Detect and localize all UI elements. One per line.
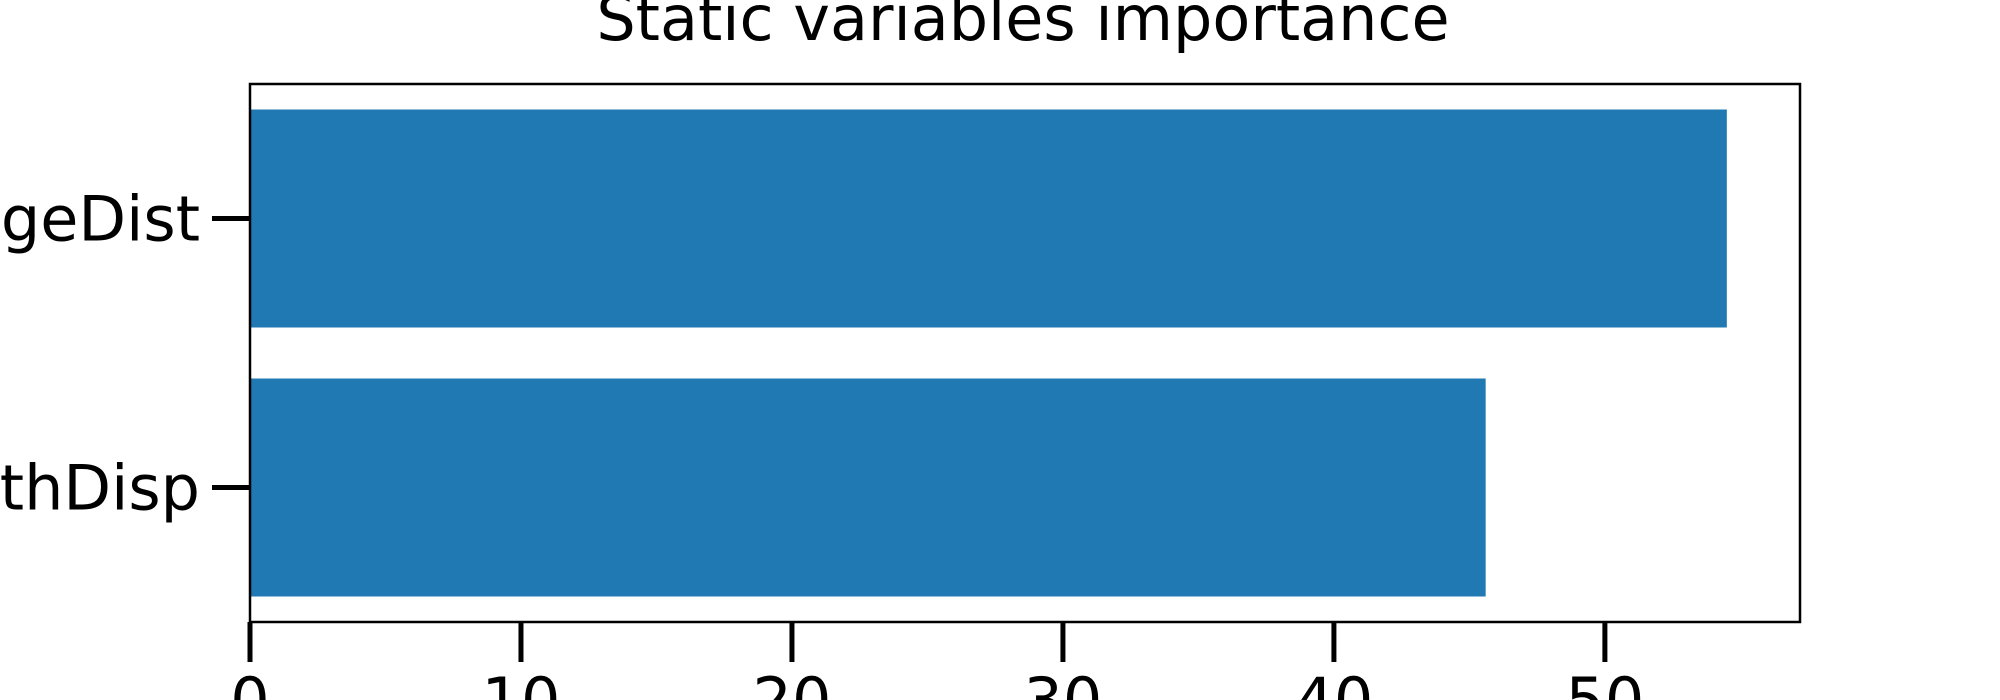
y-tick-label-thDisp: thDisp	[0, 452, 200, 525]
bar-thDisp	[250, 379, 1486, 597]
x-tick-label-30: 30	[1023, 664, 1102, 700]
x-tick-label-20: 20	[753, 664, 832, 700]
bar-geDist	[250, 110, 1727, 328]
x-tick-label-0: 0	[230, 664, 269, 700]
bars-group	[250, 110, 1727, 597]
y-tick-label-geDist: geDist	[1, 183, 200, 256]
x-axis: 0 10 20 30 40 50	[230, 622, 1644, 700]
x-tick-label-10: 10	[482, 664, 561, 700]
chart-title: Static variables importance	[596, 0, 1449, 55]
x-tick-label-40: 40	[1294, 664, 1373, 700]
y-axis: geDist thDisp	[0, 183, 250, 525]
x-tick-label-50: 50	[1565, 664, 1644, 700]
